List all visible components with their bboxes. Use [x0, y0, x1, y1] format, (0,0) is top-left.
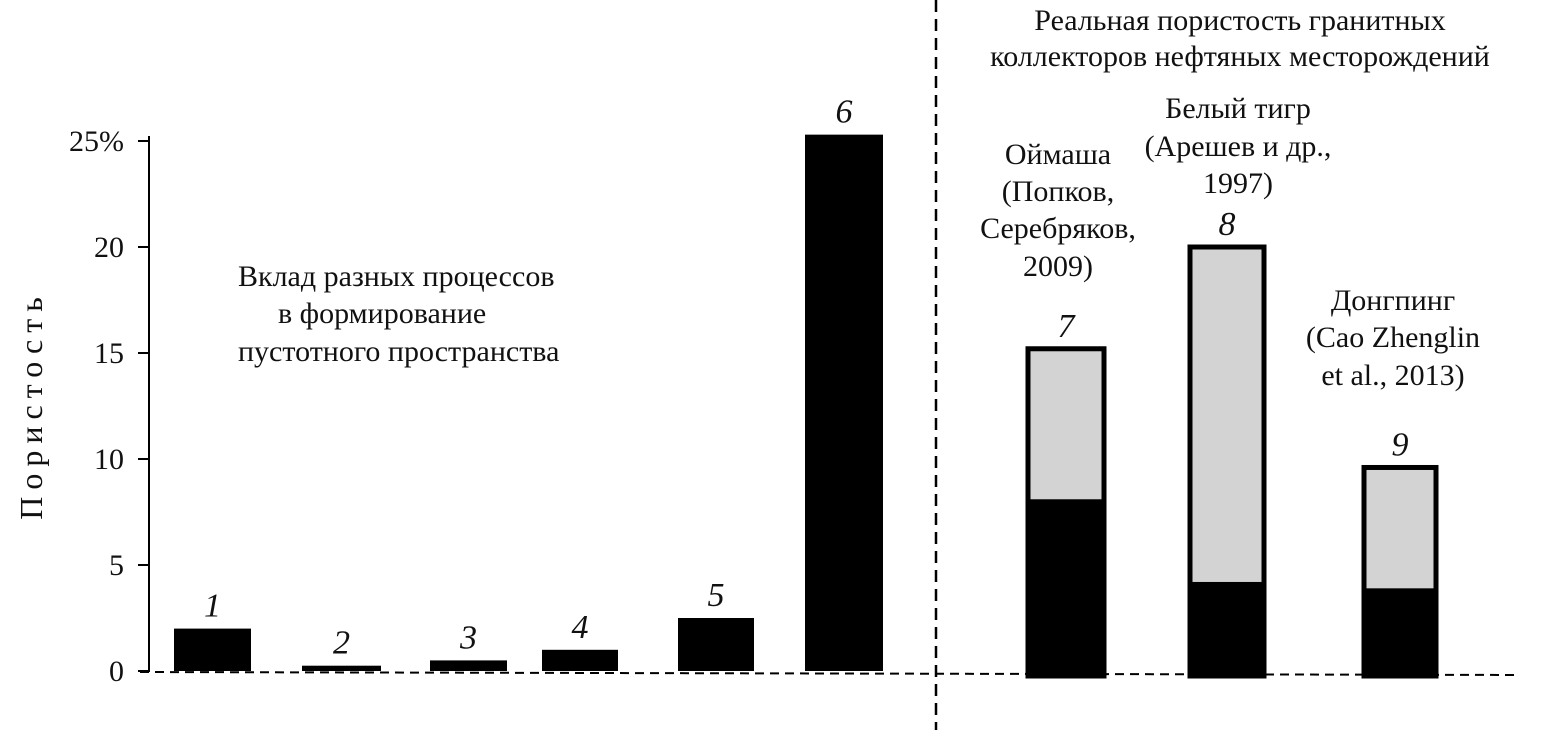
right-panel-caption-line: Реальная пористость гранитных: [1034, 4, 1445, 37]
bar-9-source-line: et al., 2013): [1321, 359, 1464, 392]
bar-7-source-line: Серебряков,: [980, 212, 1136, 245]
bar-label-2: 2: [333, 625, 350, 662]
left-panel-caption-line: Вклад разных процессов: [238, 260, 554, 293]
bar-8-solid: [1190, 581, 1264, 676]
y-axis-title: Пористость: [13, 290, 49, 520]
bar-4: [542, 649, 618, 671]
bar-1: [174, 628, 251, 671]
left-panel-caption-line: в формирование: [278, 297, 486, 330]
bar-6: [805, 134, 883, 671]
bar-9-source-line: (Cao Zhenglin: [1306, 321, 1480, 354]
bar-8-source-line: Белый тигр: [1165, 92, 1311, 125]
bar-7-source-line: 2009): [1023, 250, 1093, 283]
y-tick-label: 10: [94, 443, 124, 476]
bar-label-7: 7: [1058, 308, 1077, 345]
y-tick-label: 0: [109, 655, 124, 688]
y-tick-label: 25%: [69, 125, 124, 158]
y-tick-label: 20: [94, 231, 124, 264]
bar-label-1: 1: [204, 588, 221, 625]
bar-7-source-line: Оймаша: [1005, 138, 1111, 171]
bars: [174, 134, 1439, 679]
bar-9-solid: [1364, 588, 1436, 676]
labels: Пористость 1 2 3 4 5 6 7 Оймаша (Попков, Серебряко…: [13, 4, 1490, 662]
bar-label-9: 9: [1392, 426, 1409, 463]
bar-label-3: 3: [459, 619, 477, 656]
x-axis-baseline: [139, 671, 1521, 676]
bar-3: [430, 660, 507, 671]
bar-2: [302, 665, 381, 671]
bar-5: [678, 618, 754, 671]
left-panel-caption-line: пустотного пространства: [238, 335, 559, 368]
bar-7-solid: [1028, 499, 1104, 676]
bar-label-5: 5: [708, 577, 725, 614]
bar-7-source-line: (Попков,: [1002, 175, 1114, 208]
bar-9-source-line: Донгпинг: [1331, 284, 1455, 317]
y-tick-label: 15: [94, 337, 124, 370]
bar-label-6: 6: [836, 94, 853, 131]
bar-label-4: 4: [572, 609, 589, 646]
y-tick-label: 5: [109, 549, 124, 582]
bar-8-source-line: 1997): [1203, 167, 1273, 200]
bar-label-8: 8: [1219, 206, 1236, 243]
bar-8-source-line: (Арешев и др.,: [1145, 130, 1332, 163]
right-panel-caption-line: коллекторов нефтяных месторождений: [990, 40, 1490, 73]
